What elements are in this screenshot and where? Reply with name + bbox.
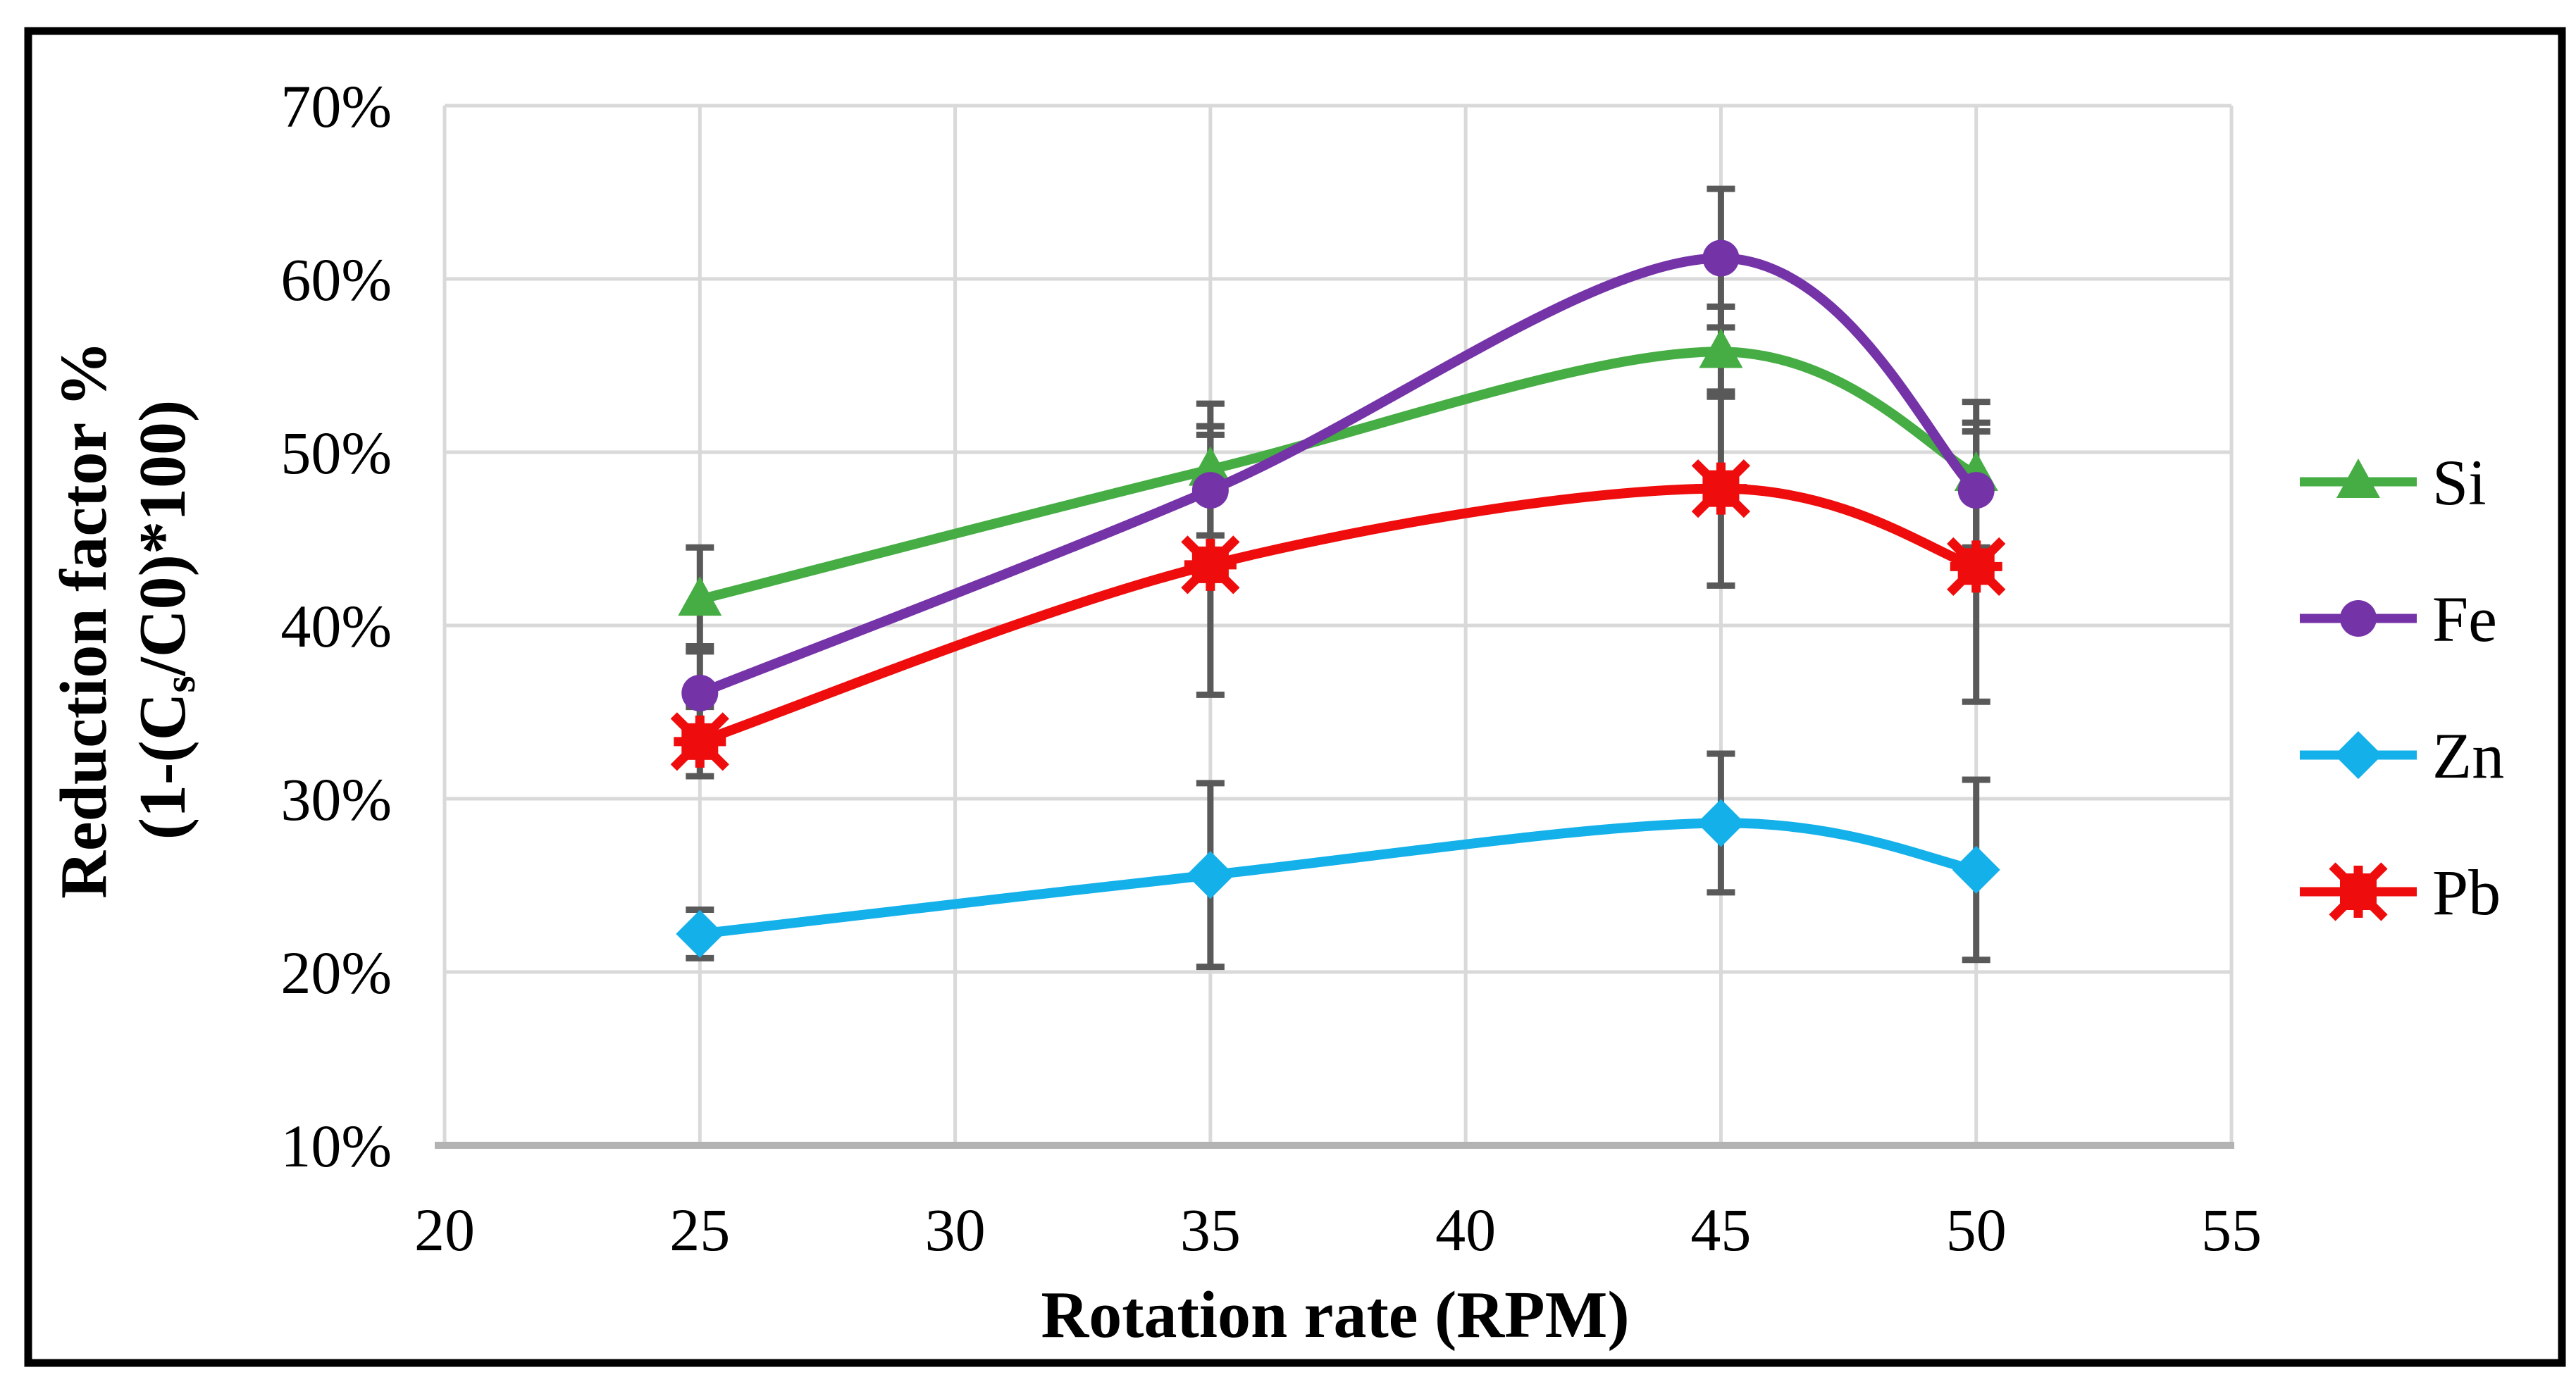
circle-marker	[681, 674, 719, 711]
x-tick-label: 50	[1946, 1196, 2007, 1264]
series-Pb	[670, 459, 2006, 771]
x-tick-label: 30	[925, 1196, 986, 1264]
y-tick-label: 50%	[280, 419, 392, 487]
x-square-marker	[2329, 862, 2388, 921]
diamond-marker	[1952, 845, 2000, 894]
circle-shape	[2340, 600, 2377, 637]
legend: Si Fe Zn Pb	[2300, 447, 2504, 928]
x-tick-label: 55	[2201, 1196, 2262, 1264]
triangle-shape	[678, 576, 722, 616]
x-tick-label: 20	[414, 1196, 475, 1264]
diamond-marker	[2334, 731, 2382, 779]
legend-item-Si: Si	[2300, 447, 2487, 518]
triangle-marker	[1699, 328, 1743, 368]
circle-shape	[681, 674, 719, 711]
error-bars	[686, 185, 1990, 971]
x-shape	[2329, 862, 2388, 921]
y-tick-label: 60%	[280, 246, 392, 313]
y-tick-label: 10%	[280, 1112, 392, 1180]
series-Pb-curve	[695, 483, 1981, 747]
series-layer	[670, 239, 2006, 958]
x-square-marker	[1947, 537, 2006, 596]
legend-label: Si	[2432, 447, 2487, 518]
triangle-marker	[2336, 459, 2380, 498]
x-axis-title: Rotation rate (RPM)	[1041, 1278, 1629, 1352]
legend-label: Fe	[2432, 583, 2497, 655]
series-Si	[678, 328, 1998, 616]
diamond-marker	[676, 909, 724, 958]
diamond-shape	[1186, 851, 1234, 899]
circle-marker	[2340, 600, 2377, 637]
x-shape	[1181, 535, 1240, 594]
triangle-shape	[1699, 328, 1743, 368]
x-tick-label: 45	[1690, 1196, 1751, 1264]
circle-marker	[1957, 472, 1995, 509]
legend-item-Zn: Zn	[2300, 720, 2504, 792]
diamond-shape	[1952, 845, 2000, 894]
x-tick-label: 40	[1435, 1196, 1496, 1264]
y-axis-title-line1: Reduction factor %	[47, 341, 120, 899]
x-shape	[670, 712, 729, 771]
diamond-shape	[2334, 731, 2382, 779]
x-square-marker	[670, 712, 729, 771]
circle-shape	[1957, 472, 1995, 509]
circle-shape	[1191, 472, 1229, 509]
x-tick-label: 35	[1180, 1196, 1241, 1264]
legend-label: Pb	[2432, 857, 2501, 928]
legend-item-Fe: Fe	[2300, 583, 2497, 655]
diamond-marker	[1186, 851, 1234, 899]
series-Si-curve	[695, 347, 1981, 605]
y-tick-label: 30%	[280, 766, 392, 833]
gridlines	[442, 104, 2234, 1145]
outer-frame	[24, 27, 2566, 1367]
series-Zn	[676, 799, 2000, 958]
y-tick-label: 40%	[280, 592, 392, 660]
triangle-shape	[2336, 459, 2380, 498]
x-shape	[1691, 459, 1751, 518]
x-square-marker	[1691, 459, 1751, 518]
circle-marker	[1191, 472, 1229, 509]
y-tick-label: 70%	[280, 73, 392, 140]
y-tick-label: 20%	[280, 939, 392, 1007]
diamond-shape	[676, 909, 724, 958]
y-axis-title-line2: (1-(Cs/C0)*100)	[126, 400, 204, 840]
x-shape	[1947, 537, 2006, 596]
series-Zn-curve	[695, 818, 1981, 939]
diamond-marker	[1697, 799, 1745, 847]
legend-item-Pb: Pb	[2300, 857, 2501, 928]
x-square-marker	[1181, 535, 1240, 594]
x-tick-label: 25	[669, 1196, 730, 1264]
series-Fe	[681, 239, 1995, 711]
diamond-shape	[1697, 799, 1745, 847]
circle-shape	[1702, 239, 1740, 277]
circle-marker	[1702, 239, 1740, 277]
triangle-marker	[678, 576, 722, 616]
tick-labels: 20 25 30 35 40 45 50 55 10% 20% 30% 40% 50% 60% 70%	[280, 73, 2262, 1264]
series-Fe-curve	[695, 253, 1981, 698]
legend-label: Zn	[2432, 720, 2504, 792]
